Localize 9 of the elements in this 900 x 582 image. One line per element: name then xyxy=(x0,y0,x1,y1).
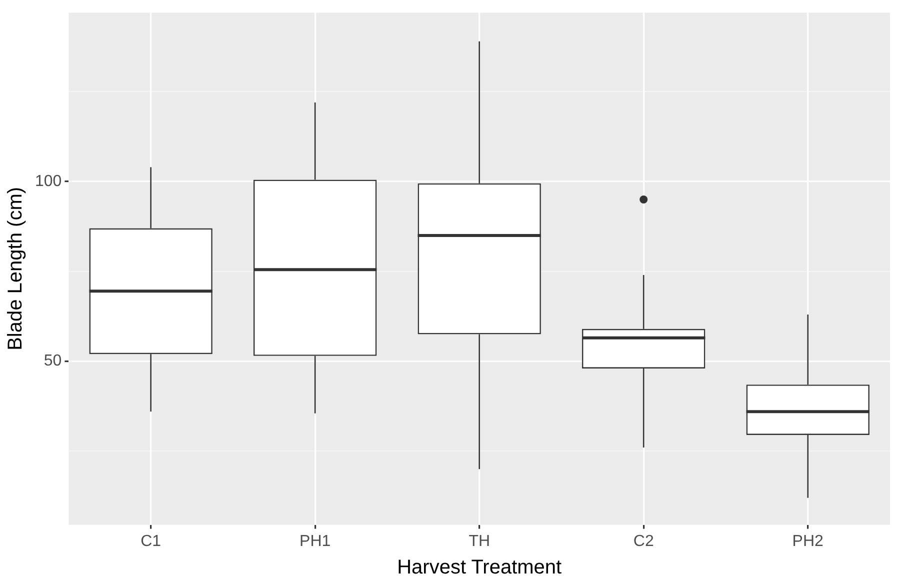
y-axis-title: Blade Length (cm) xyxy=(4,186,27,350)
x-axis-title: Harvest Treatment xyxy=(397,556,562,579)
y-tick-label: 100 xyxy=(34,172,62,190)
y-tick-label: 50 xyxy=(44,352,62,370)
x-tick-label: C2 xyxy=(633,532,654,550)
x-tick-label: PH2 xyxy=(792,532,824,550)
x-tick-label: C1 xyxy=(140,532,162,550)
x-tick-label: TH xyxy=(468,532,490,550)
x-tick-label: PH1 xyxy=(300,532,331,550)
